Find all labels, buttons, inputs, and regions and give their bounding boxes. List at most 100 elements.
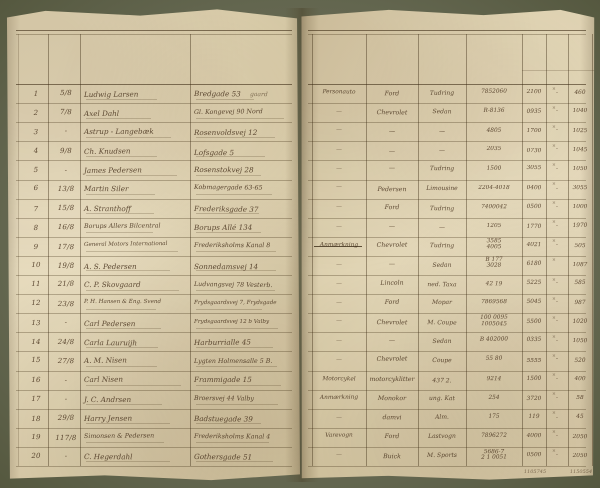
cell-lobe-nr: 12 [26,299,46,307]
rule-horizontal [16,84,292,85]
cell-afgift-kr: 5225 [523,280,545,286]
row-separator [16,409,292,410]
row-separator [308,313,586,314]
cell-bopael: Lygten Holmensalle 5 B. [194,357,272,364]
cell-bopael-extra: gaard [250,91,268,98]
cell-omregning-kr: 2050 [569,453,591,459]
cell-bilsprojt: — [314,300,364,306]
cell-dato: 13/8 [54,184,78,192]
cell-afgift-kr: 5045 [523,299,545,305]
handwriting-underline [86,156,157,157]
handwriting-underline [196,347,273,348]
handwriting-underline [86,347,158,348]
handwriting-underline [86,309,156,310]
cell-type: Tudring [420,205,464,212]
cell-afgift-ore: - [547,223,567,229]
handwriting-underline [196,270,276,271]
cell-afgift-kr: 5500 [523,319,545,325]
cell-afgift-kr: 3055 [523,165,545,171]
row-separator [16,351,292,352]
cell-afgift-ore: - [547,452,567,458]
ore-tick-mark: × [552,392,556,397]
cell-fabrikat: — [368,261,416,268]
handwriting-underline [86,232,153,233]
handwriting-underline [196,251,276,252]
cell-dato: 9/8 [54,147,78,155]
row-separator [308,237,586,238]
row-separator [16,103,292,104]
cell-maskin-nr: 1005045 [468,321,520,328]
ore-tick-mark: × [552,201,556,206]
row-separator [308,141,586,142]
cell-afgift-ore: - [547,186,567,192]
rule-horizontal [308,30,586,31]
cell-omregning-kr: 2050 [569,434,591,440]
cell-dato: 19/8 [54,262,78,270]
cell-type: Lastvogn [420,432,464,439]
row-separator [308,218,586,219]
rule-vertical [366,34,367,466]
cell-navn: Borups Allers Bilcentral [84,223,161,230]
ore-tick-mark: × [552,449,556,454]
cell-type: Sedan [420,108,464,116]
cell-navn: C. Hegerdahl [84,452,133,461]
cell-maskin-nr: 7869568 [468,299,520,305]
ore-tick-mark: × [552,220,556,225]
cell-afgift-ore: - [547,280,567,286]
cell-omregning-kr: 45 [569,414,591,420]
cell-afgift-ore: - [547,90,567,96]
cell-navn: James Pedersen [84,165,142,175]
cell-afgift-kr: 5555 [523,358,545,364]
cell-afgift-kr: 0500 [523,452,545,458]
cell-afgift-ore: - [547,433,567,439]
cell-type: M. Coupe [420,319,464,327]
cell-lobe-nr: 5 [26,166,46,174]
cell-afgift-kr: 4021 [523,242,545,248]
cell-bilsprojt: — [314,262,364,269]
cell-afgift-kr: 0730 [523,148,545,154]
cell-bilsprojt: — [314,204,364,211]
ore-tick-mark: × [552,239,556,244]
handwriting-underline [86,118,151,119]
cell-maskin-nr: 2 1 0051 [468,454,520,461]
cell-lobe-nr: 9 [26,243,46,251]
cell-afgift-kr: 1770 [523,224,545,230]
cell-omregning-kr: 1050 [569,338,591,344]
handwriting-underline [196,194,272,195]
cell-bilsprojt: — [314,338,364,344]
row-separator [16,237,292,238]
handwriting-underline [196,175,261,176]
cell-type: Tudring [420,165,464,172]
cell-fabrikat: — [368,337,416,344]
handwriting-underline [196,232,261,233]
cell-bopael: Frederiksholms Kanal 8 [194,242,270,249]
ledger-left-page: 1 5/8 Ludwig Larsen Bredgade 53 gaard 2 7/8 Axe… [4,8,300,482]
cell-maskin-nr: 2035 [468,146,520,152]
ore-tick-mark: × [552,106,556,111]
row-separator [16,256,292,257]
cell-maskin-nr: B 402000 [468,336,520,343]
rule-horizontal [16,34,292,35]
cell-fabrikat: Chevrolet [368,241,416,249]
row-separator [308,180,586,181]
cell-fabrikat: damvi [368,414,416,422]
cell-fabrikat: Ford [368,204,416,211]
cell-lobe-nr: 17 [26,395,46,403]
row-separator [308,160,586,161]
cell-afgift-kr: 6180 [523,261,545,267]
handwriting-underline [196,442,269,443]
cell-type: Tudring [420,242,464,250]
cell-bopael: Rosenstokvej 28 [194,165,254,174]
rule-vertical [190,34,191,466]
cell-afgift-ore: - [547,356,567,362]
handwriting-underline [86,328,161,329]
cell-afgift-ore: - [547,338,567,344]
cell-lobe-nr: 18 [26,415,46,423]
cell-omregning-kr: 520 [569,357,591,363]
cell-afgift-kr: 119 [523,414,545,420]
rule-vertical [546,34,547,466]
strikethrough-mark [314,246,362,248]
cell-afgift-ore: - [547,242,567,248]
handwriting-underline [196,309,262,310]
right-page-ruling: PersonautoFordTudring78520602100-460-××—… [300,8,596,482]
